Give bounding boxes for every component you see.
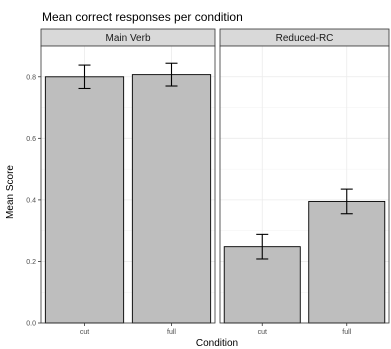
panel-border xyxy=(219,45,390,324)
chart-title: Mean correct responses per condition xyxy=(42,10,243,24)
y-axis-label: Mean Score xyxy=(5,165,16,219)
y-tick-label: 0.2 xyxy=(26,259,36,266)
y-tick-label: 0.4 xyxy=(26,197,36,204)
y-tick-label: 0.6 xyxy=(26,136,36,143)
chart-panels: Main Verb cut full Reduced-RC cut full xyxy=(40,28,390,336)
y-tick-label: 0.8 xyxy=(26,74,36,81)
y-tick-label: 0.0 xyxy=(26,321,36,328)
panel-0: Main Verb cut full xyxy=(40,28,216,336)
x-tick-label-full: full xyxy=(342,329,351,336)
panel-1: Reduced-RC cut full xyxy=(219,28,390,336)
y-axis: 0.0 0.2 0.4 0.6 0.8 xyxy=(26,74,41,328)
x-tick-label-cut: cut xyxy=(80,329,89,336)
panel-strip-label: Main Verb xyxy=(105,33,150,44)
panel-border xyxy=(40,45,216,324)
bar-full xyxy=(308,200,386,324)
bar-full xyxy=(131,74,212,324)
x-tick-label-full: full xyxy=(167,329,176,336)
panel-strip-label: Reduced-RC xyxy=(276,33,334,44)
bar-cut xyxy=(44,76,125,324)
x-tick-label-cut: cut xyxy=(258,329,267,336)
x-axis-label: Condition xyxy=(196,338,238,349)
